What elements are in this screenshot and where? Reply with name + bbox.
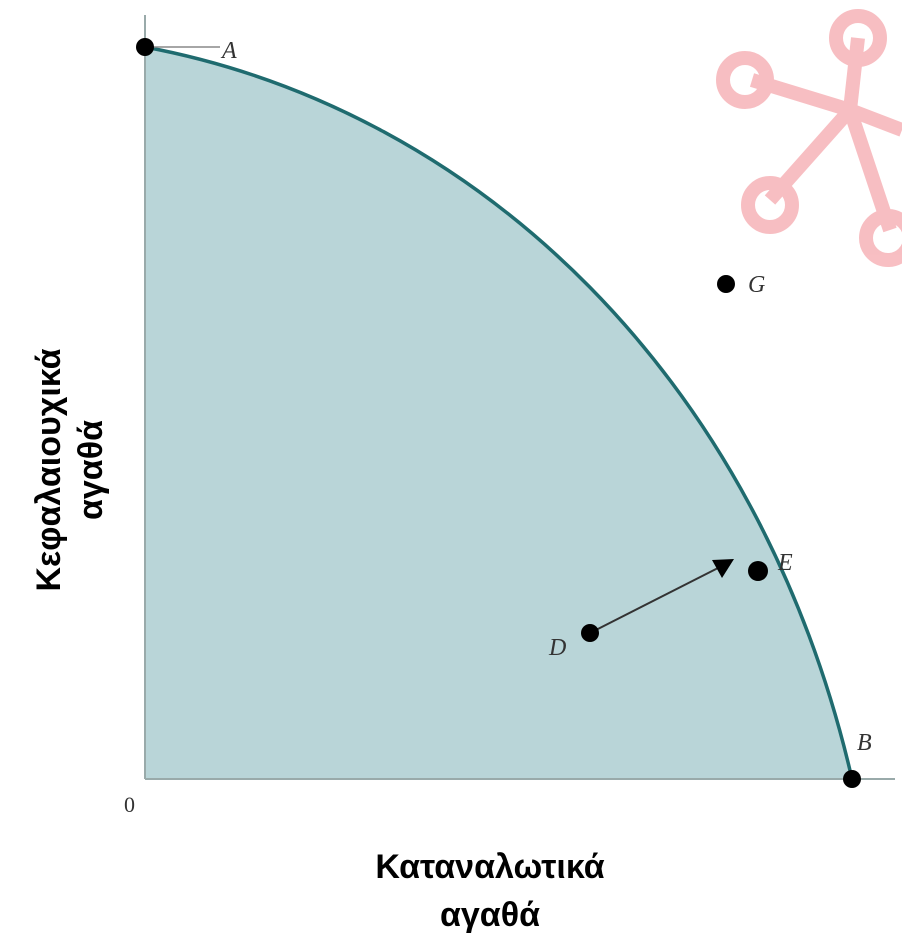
y-axis-label-line: Κεφαλαιουχικά [30, 348, 68, 591]
point-d [581, 624, 599, 642]
point-label: B [857, 730, 872, 756]
logo-decoration [716, 9, 902, 267]
point-label: E [777, 550, 793, 576]
arrow-shaft [589, 567, 719, 634]
ppf-curve [144, 45, 854, 780]
point-label: G [748, 272, 765, 298]
feasible-region [145, 47, 852, 779]
point-a [136, 38, 154, 56]
x-axis-label-line: αγαθά [440, 896, 540, 934]
point-g [717, 275, 735, 293]
point-b [843, 770, 861, 788]
point-label: D [548, 635, 566, 661]
y-axis-label-line: αγαθά [72, 420, 110, 520]
x-axis-label-line: Καταναλωτικά [375, 848, 604, 886]
origin-label: 0 [124, 792, 135, 817]
arrow-head [712, 559, 734, 578]
point-label: A [220, 38, 237, 64]
point-e [748, 561, 768, 581]
y-axis-label: Κεφαλαιουχικά αγαθά [30, 348, 110, 591]
